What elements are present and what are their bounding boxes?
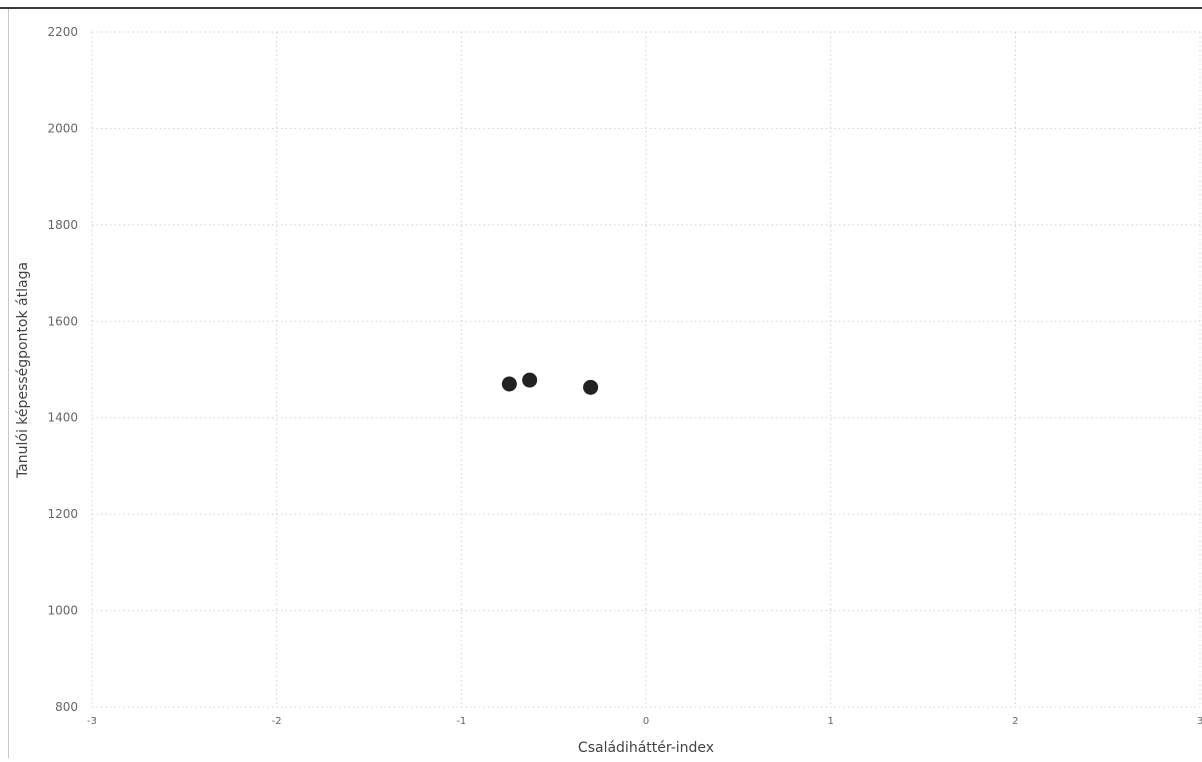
y-tick-label: 800 bbox=[55, 700, 78, 714]
tick-labels: 800 1000 1200 1400 1600 1800 2000 2200 -3 -2 -1 0 1 2… bbox=[47, 25, 1202, 727]
x-tick-label: 3 bbox=[1197, 716, 1202, 727]
y-tick-label: 1800 bbox=[47, 218, 78, 232]
x-tick-label: -1 bbox=[456, 716, 466, 727]
left-border bbox=[8, 9, 9, 758]
grid-lines bbox=[91, 31, 1201, 708]
data-point[interactable] bbox=[501, 376, 517, 392]
y-axis-label: Tanulói képességpontok átlaga bbox=[15, 262, 31, 479]
y-tick-label: 1000 bbox=[47, 604, 78, 618]
y-tick-label: 2000 bbox=[47, 121, 78, 135]
y-tick-label: 1600 bbox=[47, 314, 78, 328]
x-tick-label: -3 bbox=[87, 716, 97, 727]
top-border bbox=[0, 7, 1202, 9]
y-tick-label: 1400 bbox=[47, 411, 78, 425]
y-tick-label: 1200 bbox=[47, 507, 78, 521]
y-tick-label: 2200 bbox=[47, 25, 78, 39]
data-point[interactable] bbox=[522, 372, 538, 388]
x-tick-label: 2 bbox=[1012, 716, 1018, 727]
data-points bbox=[501, 372, 599, 395]
x-tick-label: 1 bbox=[827, 716, 833, 727]
x-tick-label: -2 bbox=[272, 716, 282, 727]
x-axis-label: Családiháttér-index bbox=[578, 740, 714, 756]
data-point[interactable] bbox=[583, 379, 599, 395]
x-tick-label: 0 bbox=[643, 716, 649, 727]
